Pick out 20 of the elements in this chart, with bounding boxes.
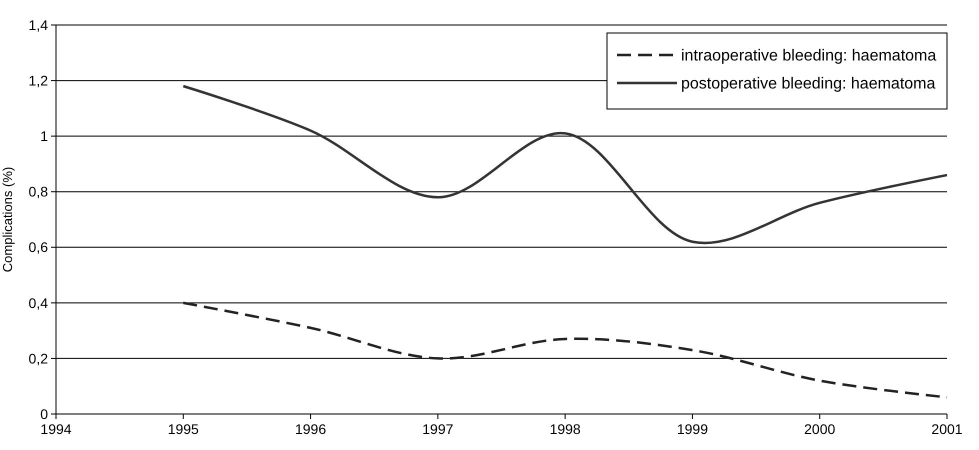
y-tick-label: 0,8: [28, 184, 48, 200]
y-tick-label: 0,2: [28, 350, 48, 366]
x-tick-label: 1997: [422, 421, 454, 437]
legend-label: postoperative bleeding: haematoma: [681, 76, 936, 93]
y-axis-title: Complications (%): [0, 166, 15, 272]
y-tick-label: 1,4: [28, 16, 48, 33]
x-tick-label: 1994: [40, 421, 72, 437]
x-tick-label: 1996: [294, 421, 326, 437]
legend-label: intraoperative bleeding: haematoma: [681, 48, 936, 65]
x-tick-label: 1999: [676, 421, 708, 437]
y-tick-label: 0,6: [28, 239, 48, 256]
y-tick-label: 0: [40, 406, 48, 422]
x-tick-label: 2001: [931, 421, 963, 437]
line-series: [182, 302, 948, 399]
y-tick-label: 1: [40, 128, 48, 144]
y-tick-label: 0,4: [28, 294, 48, 311]
x-tick-label: 1998: [550, 421, 581, 437]
x-tick-label: 2000: [804, 421, 836, 437]
x-tick-label: 1995: [168, 421, 200, 437]
y-tick-label: 1,2: [28, 72, 48, 88]
